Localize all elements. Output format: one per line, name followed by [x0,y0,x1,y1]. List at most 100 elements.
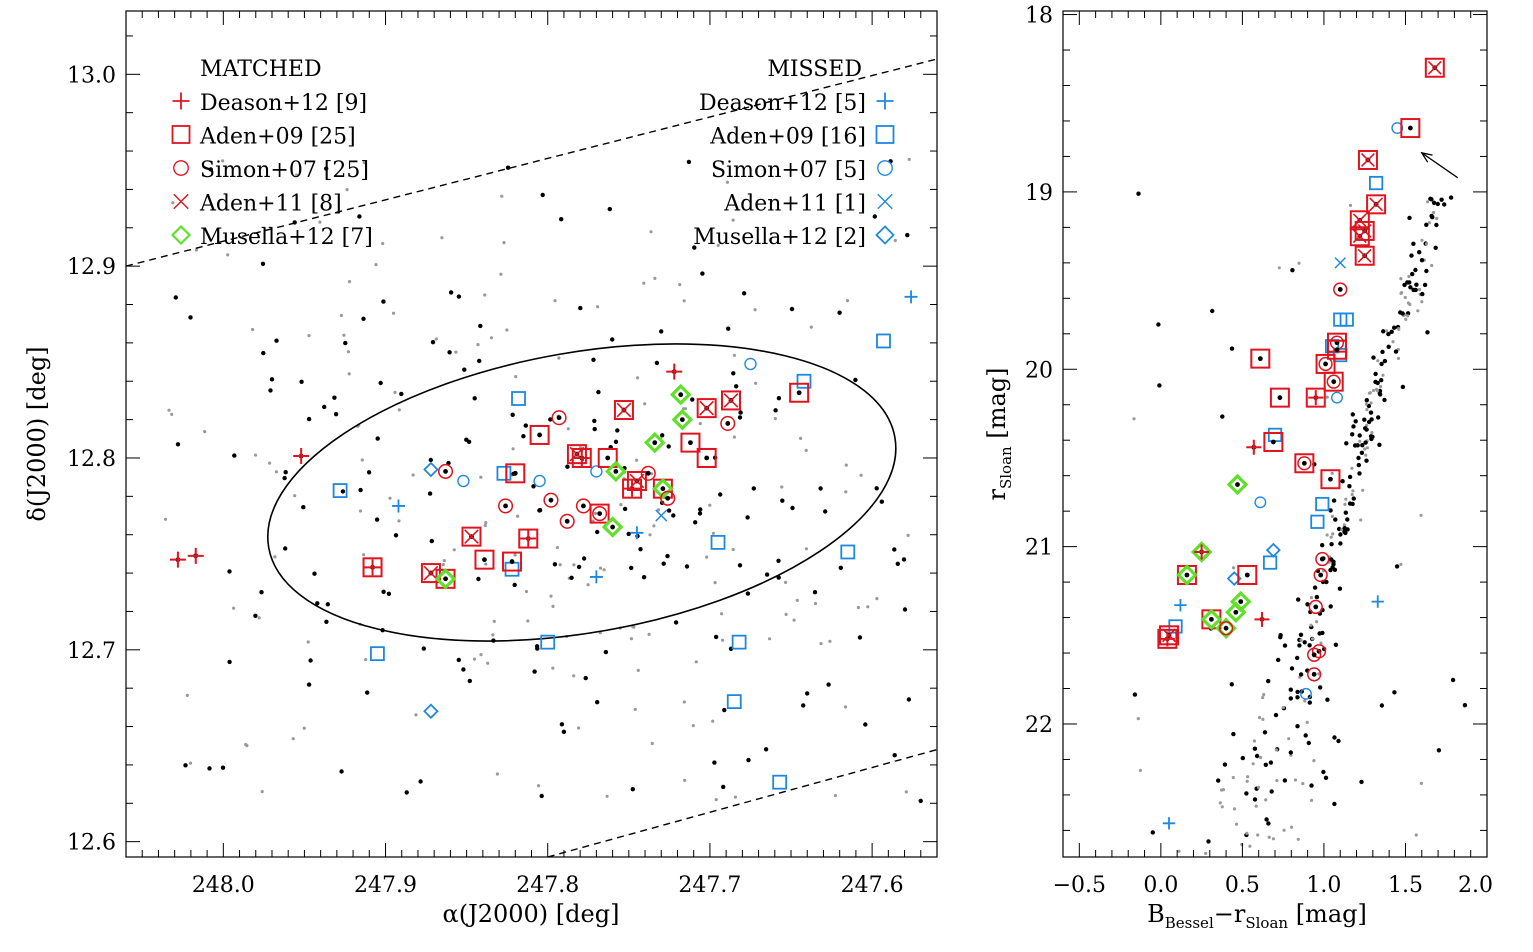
matched-star [1319,556,1325,562]
field-star [1252,797,1258,802]
field-star [537,784,541,788]
field-star [1262,693,1266,697]
field-star [1380,349,1385,355]
legend-missed-title: MISSED [767,57,862,82]
field-star [892,753,897,758]
field-star [167,408,171,412]
matched-star [610,524,615,530]
field-star [659,329,664,334]
field-star [692,245,697,250]
legend-cross-icon [877,193,893,210]
field-star [1351,424,1356,429]
x-tick-label: 0.5 [1225,873,1260,898]
field-star [635,376,640,380]
field-star [713,581,717,585]
field-star [1330,514,1334,519]
missed-square-marker [1369,175,1384,191]
missed-square-marker [876,333,891,349]
field-star [492,619,496,624]
field-star [1259,755,1263,760]
field-star [578,305,583,311]
field-star [203,430,207,434]
field-star [440,236,444,240]
field-star [1275,779,1279,783]
field-star [1320,630,1325,636]
legend-missed-label: Deason+12 [5] [699,91,866,116]
field-star [1287,737,1291,741]
field-star [483,523,487,528]
missed-square-marker [504,561,520,577]
field-star [845,299,850,303]
field-star [665,553,670,559]
field-star [512,582,517,588]
field-star [411,473,415,477]
field-star [1325,697,1330,702]
field-star [792,618,796,622]
missed-square-marker [1339,312,1354,327]
field-star [477,358,482,364]
field-star [721,638,725,642]
field-star [1379,378,1384,383]
field-star [647,632,651,637]
field-star [1264,798,1268,802]
matched-square-marker [589,503,610,524]
matched-circle-marker [660,490,676,506]
field-star [1419,258,1425,263]
field-star [874,486,879,491]
field-star [260,261,266,266]
field-star [295,173,299,177]
matched-circle-marker [1333,282,1348,297]
field-star [818,486,823,491]
field-star [1385,329,1389,333]
matched-star [613,469,619,474]
field-star [1364,398,1370,403]
field-star [1363,440,1368,445]
field-star [780,485,784,489]
field-star [1220,805,1224,809]
matched-star [1337,287,1343,292]
field-star [393,390,397,394]
field-star [708,503,712,507]
field-star [1342,526,1347,531]
field-star [452,548,456,552]
field-star [306,640,310,644]
field-star [1369,417,1374,422]
field-star [768,637,772,641]
field-star [456,657,461,663]
matched-circle-marker [720,415,736,431]
missed-circle-marker [1331,391,1343,404]
field-star [638,547,643,552]
missed-circle-marker [1391,122,1404,135]
field-star [746,757,751,763]
field-star [404,790,409,795]
field-star [500,194,504,198]
field-star [863,722,868,727]
field-star [308,658,313,663]
field-star [596,389,601,395]
field-star [274,338,279,343]
field-star [828,639,832,643]
field-star [1353,419,1358,424]
field-star [652,524,656,528]
matched-circle-marker [551,410,567,426]
field-star [306,416,312,422]
field-star [526,619,530,623]
field-star [745,591,751,596]
field-star [1234,822,1239,826]
missed-square-marker [540,634,556,650]
matched-square-marker [1320,469,1341,490]
matched-star [1235,482,1240,487]
matched-square-marker [721,390,742,411]
field-star [1315,620,1319,624]
legend-matched-label: Simon+07 [25] [200,158,369,183]
field-star [1282,828,1286,832]
field-star [1386,331,1391,337]
field-star [859,473,863,477]
field-star [615,428,620,433]
color-magnitude-panel: −0.5 0.0 0.5 1.0 1.5 2.0 18 19 20 21 22 BBessel−rS… [983,4,1493,932]
missed-cross-marker [1334,257,1347,269]
legend-cross-icon [173,193,189,210]
matched-star [1313,604,1319,610]
field-star [1273,712,1279,718]
